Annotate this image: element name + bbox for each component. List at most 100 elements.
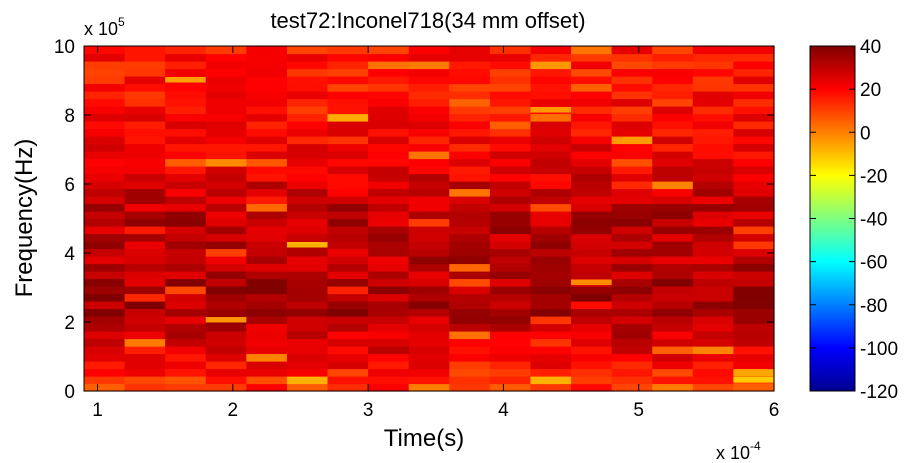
heatmap-cell bbox=[571, 218, 613, 227]
heatmap-cell bbox=[571, 368, 613, 377]
heatmap-cell bbox=[286, 308, 329, 317]
heatmap-cell bbox=[489, 91, 532, 100]
heatmap-cell bbox=[692, 233, 735, 242]
heatmap-cell bbox=[449, 173, 491, 182]
heatmap-cell bbox=[246, 76, 288, 85]
heatmap-cell bbox=[692, 113, 735, 122]
heatmap-cell bbox=[165, 241, 207, 250]
heatmap-cell bbox=[205, 143, 247, 152]
heatmap-cell bbox=[327, 293, 369, 302]
heatmap-cell bbox=[368, 136, 410, 145]
heatmap-cell bbox=[571, 308, 613, 317]
heatmap-cell bbox=[286, 278, 329, 287]
heatmap-cell bbox=[489, 143, 532, 152]
heatmap-cell bbox=[286, 91, 329, 100]
heatmap-cell bbox=[652, 136, 694, 145]
heatmap-cell bbox=[327, 278, 369, 287]
heatmap-cell bbox=[692, 278, 735, 287]
heatmap-cell bbox=[611, 263, 653, 272]
heatmap-cell bbox=[692, 271, 735, 280]
heatmap-cell bbox=[205, 218, 247, 227]
heatmap-cell bbox=[368, 308, 410, 317]
heatmap-cell bbox=[124, 323, 166, 332]
heatmap-cell bbox=[286, 98, 329, 107]
heatmap-cell bbox=[84, 68, 126, 77]
heatmap-cell bbox=[327, 256, 369, 265]
heatmap-cell bbox=[165, 233, 207, 242]
heatmap-cell bbox=[84, 143, 126, 152]
heatmap-cell bbox=[408, 353, 450, 362]
heatmap-cell bbox=[327, 91, 369, 100]
heatmap-cell bbox=[530, 128, 572, 137]
heatmap-cell bbox=[327, 188, 369, 197]
heatmap-cell bbox=[246, 323, 288, 332]
heatmap-cell bbox=[327, 301, 369, 310]
heatmap-cell bbox=[84, 188, 126, 197]
heatmap-cell bbox=[408, 196, 450, 205]
heatmap-cell bbox=[327, 203, 369, 212]
heatmap-cell bbox=[286, 226, 329, 235]
heatmap-cell bbox=[327, 151, 369, 160]
heatmap-cell bbox=[286, 203, 329, 212]
heatmap-cell bbox=[246, 83, 288, 92]
heatmap-cell bbox=[571, 158, 613, 167]
heatmap-cell bbox=[205, 203, 247, 212]
heatmap-cell bbox=[692, 353, 735, 362]
heatmap-cell bbox=[327, 68, 369, 77]
heatmap-cell bbox=[652, 308, 694, 317]
heatmap-cell bbox=[327, 248, 369, 257]
heatmap-cell bbox=[530, 376, 572, 385]
heatmap-cell bbox=[530, 218, 572, 227]
heatmap-cell bbox=[327, 361, 369, 370]
heatmap-cell bbox=[327, 263, 369, 272]
heatmap-cell bbox=[652, 76, 694, 85]
heatmap-cell bbox=[124, 271, 166, 280]
heatmap-highlight-cell bbox=[205, 317, 247, 323]
heatmap-cell bbox=[368, 143, 410, 152]
heatmap-cell bbox=[246, 256, 288, 265]
heatmap-cell bbox=[165, 158, 207, 167]
heatmap-cell bbox=[489, 376, 532, 385]
heatmap-cell bbox=[246, 286, 288, 295]
heatmap-cell bbox=[489, 353, 532, 362]
heatmap-cell bbox=[571, 121, 613, 130]
heatmap-cell bbox=[368, 293, 410, 302]
heatmap-cell bbox=[489, 383, 532, 392]
heatmap-cell bbox=[571, 196, 613, 205]
plot-area-frame bbox=[83, 45, 775, 392]
heatmap-cell bbox=[611, 46, 653, 55]
heatmap-cell bbox=[489, 226, 532, 235]
heatmap-cell bbox=[530, 248, 572, 257]
heatmap-cell bbox=[652, 173, 694, 182]
heatmap-cell bbox=[611, 136, 653, 145]
heatmap-cell bbox=[165, 361, 207, 370]
heatmap-cell bbox=[327, 83, 369, 92]
heatmap-cell bbox=[571, 353, 613, 362]
heatmap-cell bbox=[205, 128, 247, 137]
heatmap-cell bbox=[205, 338, 247, 347]
y-tick-label: 6 bbox=[64, 175, 75, 196]
heatmap-cell bbox=[286, 338, 329, 347]
heatmap-cell bbox=[408, 376, 450, 385]
heatmap-cell bbox=[652, 46, 694, 55]
heatmap-cell bbox=[286, 121, 329, 130]
heatmap-cell bbox=[165, 173, 207, 182]
heatmap-cell bbox=[692, 323, 735, 332]
heatmap-cell bbox=[652, 128, 694, 137]
heatmap-cell bbox=[246, 128, 288, 137]
heatmap-cell bbox=[84, 286, 126, 295]
heatmap-cell bbox=[571, 166, 613, 175]
x-tick-label: 2 bbox=[228, 400, 239, 421]
heatmap-cell bbox=[327, 173, 369, 182]
heatmap-cell bbox=[124, 173, 166, 182]
heatmap-cell bbox=[611, 143, 653, 152]
heatmap-cell bbox=[489, 263, 532, 272]
heatmap-cell bbox=[205, 151, 247, 160]
heatmap-cell bbox=[408, 53, 450, 62]
x-exponent-base: x 10 bbox=[716, 443, 750, 463]
heatmap-cell bbox=[489, 293, 532, 302]
heatmap-cell bbox=[246, 143, 288, 152]
heatmap-cell bbox=[84, 173, 126, 182]
heatmap-cell bbox=[692, 196, 735, 205]
heatmap-cell bbox=[611, 106, 653, 115]
